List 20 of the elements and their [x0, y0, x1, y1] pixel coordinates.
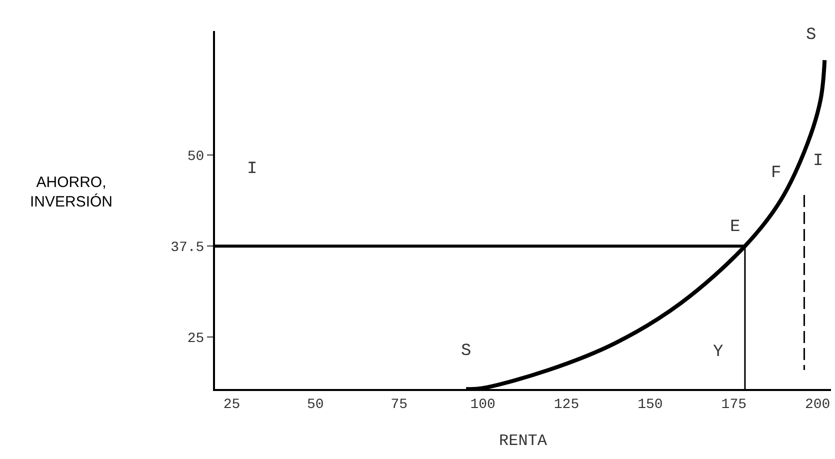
- annotation: I: [813, 152, 824, 171]
- annotation: F: [771, 164, 782, 183]
- x-tick-label: 200: [805, 396, 830, 413]
- annotation: S: [461, 342, 472, 361]
- annotation: Y: [713, 343, 724, 362]
- x-tick-label: 100: [470, 396, 496, 413]
- x-tick-label: 50: [307, 396, 324, 413]
- x-axis-title: RENTA: [498, 432, 548, 450]
- x-tick-label: 125: [554, 396, 580, 413]
- annotation: S: [806, 26, 816, 45]
- x-tick-label: 25: [223, 396, 240, 413]
- y-tick-label: 50: [187, 148, 204, 165]
- x-tick-label: 175: [721, 396, 747, 413]
- y-tick-label: 37.5: [170, 240, 204, 256]
- y-axis-title: AHORRO, INVERSIÓN: [30, 174, 113, 210]
- annotation: I: [247, 160, 258, 179]
- x-tick-label: 150: [638, 396, 663, 413]
- x-tick-label: 75: [390, 396, 408, 413]
- y-tick-label: 25: [187, 331, 204, 348]
- annotation: E: [730, 218, 740, 237]
